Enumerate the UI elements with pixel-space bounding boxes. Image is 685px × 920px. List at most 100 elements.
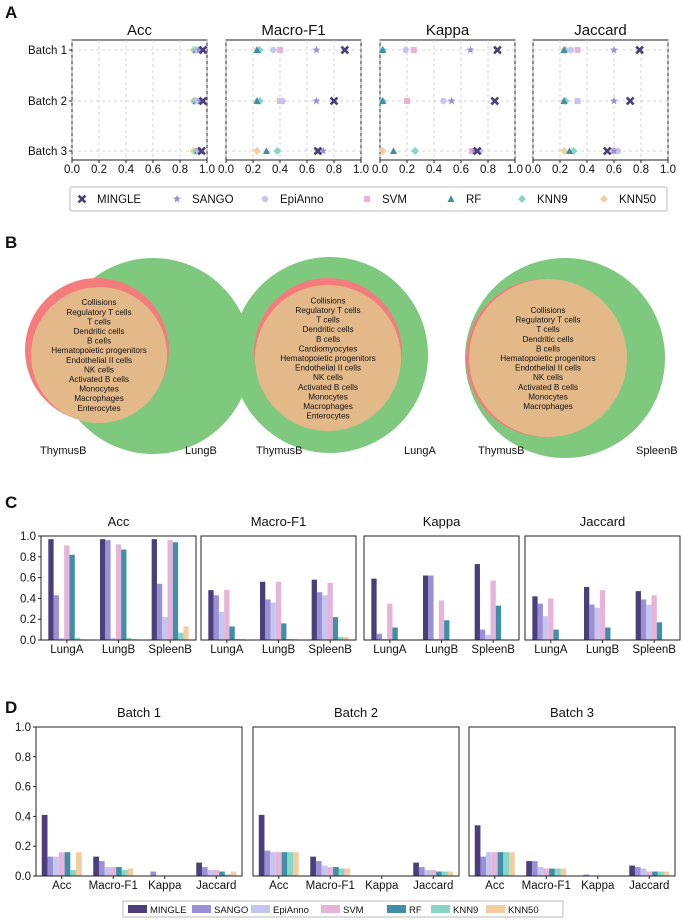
panel-a: A Acc 0.0 0.2 0.4 0.6 0.8 1.0 Batch 1 Batch 2 Batc…: [5, 3, 676, 212]
legend-label-knn9: KNN9: [453, 905, 478, 916]
marker-mingle-batch-3: [197, 146, 206, 156]
bar-svm-lungb: [599, 590, 606, 640]
y-tick-label: 1.0: [15, 722, 31, 734]
marker-sango-batch-1: [610, 45, 618, 54]
bar-knn9-macro-f1: [554, 868, 561, 876]
x-tick-label: 0.8: [480, 164, 496, 176]
bar-sango-lunga: [376, 633, 382, 640]
cell-type-monocytes: Monocytes: [308, 392, 348, 401]
bar-knn50-lunga: [240, 638, 246, 640]
cell-type-nk-cells: NK cells: [313, 373, 343, 382]
bar-epianno-acc: [486, 852, 492, 876]
bar-knn9-lungb: [286, 638, 292, 640]
bar-mingle-spleenb: [474, 564, 480, 640]
y-tick-label: 0.6: [20, 573, 36, 585]
marker-rf-batch-3: [262, 147, 271, 154]
y-tick-label: 0.4: [20, 593, 37, 605]
cell-type-b-cells: B cells: [536, 344, 560, 353]
bar-knn50-jaccard: [663, 871, 670, 876]
cell-type-activated-b-cells: Activated B cells: [518, 383, 578, 392]
x-tick-label-spleenb: SpleenB: [148, 644, 192, 656]
marker-rf-batch-1: [253, 46, 261, 53]
bar-rf-lungb: [444, 620, 450, 640]
bar-mingle-acc: [258, 814, 265, 876]
marker-knn50-batch-3: [560, 147, 569, 155]
bar-knn50-jaccard: [447, 871, 454, 876]
marker-mingle-batch-3: [602, 146, 612, 156]
venn-label-thymusb: ThymusB: [478, 445, 524, 457]
bar-epianno-lunga: [58, 637, 65, 640]
bar-epianno-spleenb: [646, 604, 652, 640]
cell-type-endothelial-ii-cells: Endothelial II cells: [515, 364, 581, 373]
legend-label-epianno: EpiAnno: [280, 194, 323, 206]
cell-type-monocytes: Monocytes: [79, 385, 119, 394]
bar-rf-jaccard: [652, 871, 658, 876]
cell-type-activated-b-cells: Activated B cells: [69, 375, 129, 384]
bar-knn9-lunga: [74, 637, 81, 640]
bar-sango-spleenb: [640, 599, 647, 640]
cell-type-nk-cells: NK cells: [84, 365, 114, 374]
cell-type-macrophages: Macrophages: [74, 394, 124, 403]
legend-marker-rf: [447, 195, 455, 202]
cell-type-regulatory-t-cells: Regulatory T cells: [515, 316, 580, 325]
bar-sango-lunga: [53, 595, 59, 640]
cell-type-endothelial-ii-cells: Endothelial II cells: [295, 364, 361, 373]
bar-mingle-spleenb: [311, 579, 317, 640]
cell-type-activated-b-cells: Activated B cells: [298, 383, 358, 392]
bar-mingle-spleenb: [151, 539, 157, 640]
axes-frame: [200, 535, 357, 641]
bar-knn9-spleenb: [338, 636, 344, 640]
x-tick-label-spleenb: SpleenB: [632, 644, 676, 656]
panel-label-a: A: [5, 3, 17, 22]
bar-rf-spleenb: [495, 605, 502, 640]
bar-epianno-lunga: [381, 638, 388, 640]
x-tick-label: 0.8: [633, 164, 649, 176]
cell-type-dendritic-cells: Dendritic cells: [523, 335, 574, 344]
bar-rf-acc: [281, 852, 288, 876]
axes-frame: [363, 535, 520, 641]
marker-epianno-batch-1: [402, 46, 409, 54]
bar-knn50-lungb: [291, 638, 297, 640]
subplot-title-jaccard: Jaccard: [580, 514, 626, 529]
marker-mingle-batch-1: [340, 45, 350, 55]
bar-svm-macro-f1: [327, 867, 334, 876]
legend-label-svm: SVM: [343, 905, 364, 916]
cell-type-monocytes: Monocytes: [528, 392, 568, 401]
bar-knn50-lunga: [80, 638, 86, 640]
bar-mingle-lungb: [423, 575, 429, 640]
bar-mingle-lunga: [371, 578, 377, 640]
bar-rf-jaccard: [436, 871, 442, 876]
axes-frame: [468, 726, 676, 877]
bar-rf-lunga: [392, 627, 398, 640]
bar-mingle-macro-f1: [526, 861, 532, 876]
subplot-title-macro-f1: Macro-F1: [261, 22, 325, 39]
cell-type-hematopoietic-progenitors: Hematopoietic progenitors: [51, 346, 147, 355]
legend-marker-mingle: [77, 194, 87, 204]
marker-svm-batch-1: [410, 47, 417, 53]
bar-mingle-lungb: [100, 539, 106, 640]
x-tick-label-acc: Acc: [269, 880, 288, 892]
marker-knn9-batch-3: [273, 147, 282, 155]
y-tick-label: 0.0: [20, 635, 36, 647]
marker-epianno-batch-1: [270, 46, 277, 54]
bar-sango-macro-f1: [531, 861, 538, 876]
bar-mingle-lunga: [208, 590, 214, 640]
bar-epianno-macro-f1: [537, 867, 544, 876]
cell-type-t-cells: T cells: [316, 316, 340, 325]
bar-mingle-acc: [474, 825, 481, 876]
legend-swatch-rf: [387, 905, 406, 913]
y-tick-label: 1.0: [20, 531, 36, 543]
bar-knn9-acc: [503, 852, 510, 876]
bar-rf-macro-f1: [116, 867, 122, 876]
bar-svm-jaccard: [430, 870, 437, 876]
panel-c: C Acc LungA LungB SpleenB 0.0 0.2 0.4 0.6 0.8 1.0 M…: [5, 493, 681, 656]
subplot-batch-3: Batch 3 Acc Macro-F1 Kappa Jaccard: [468, 705, 676, 892]
x-tick-label: 0.0: [64, 164, 80, 176]
x-tick-label: 0.8: [172, 164, 188, 176]
x-tick-label: 0.2: [91, 164, 107, 176]
cell-type-enterocytes: Enterocytes: [306, 412, 349, 421]
legend-label-knn9: KNN9: [537, 194, 568, 206]
bar-knn9-lungb: [126, 637, 132, 640]
bar-sango-acc: [264, 850, 271, 876]
